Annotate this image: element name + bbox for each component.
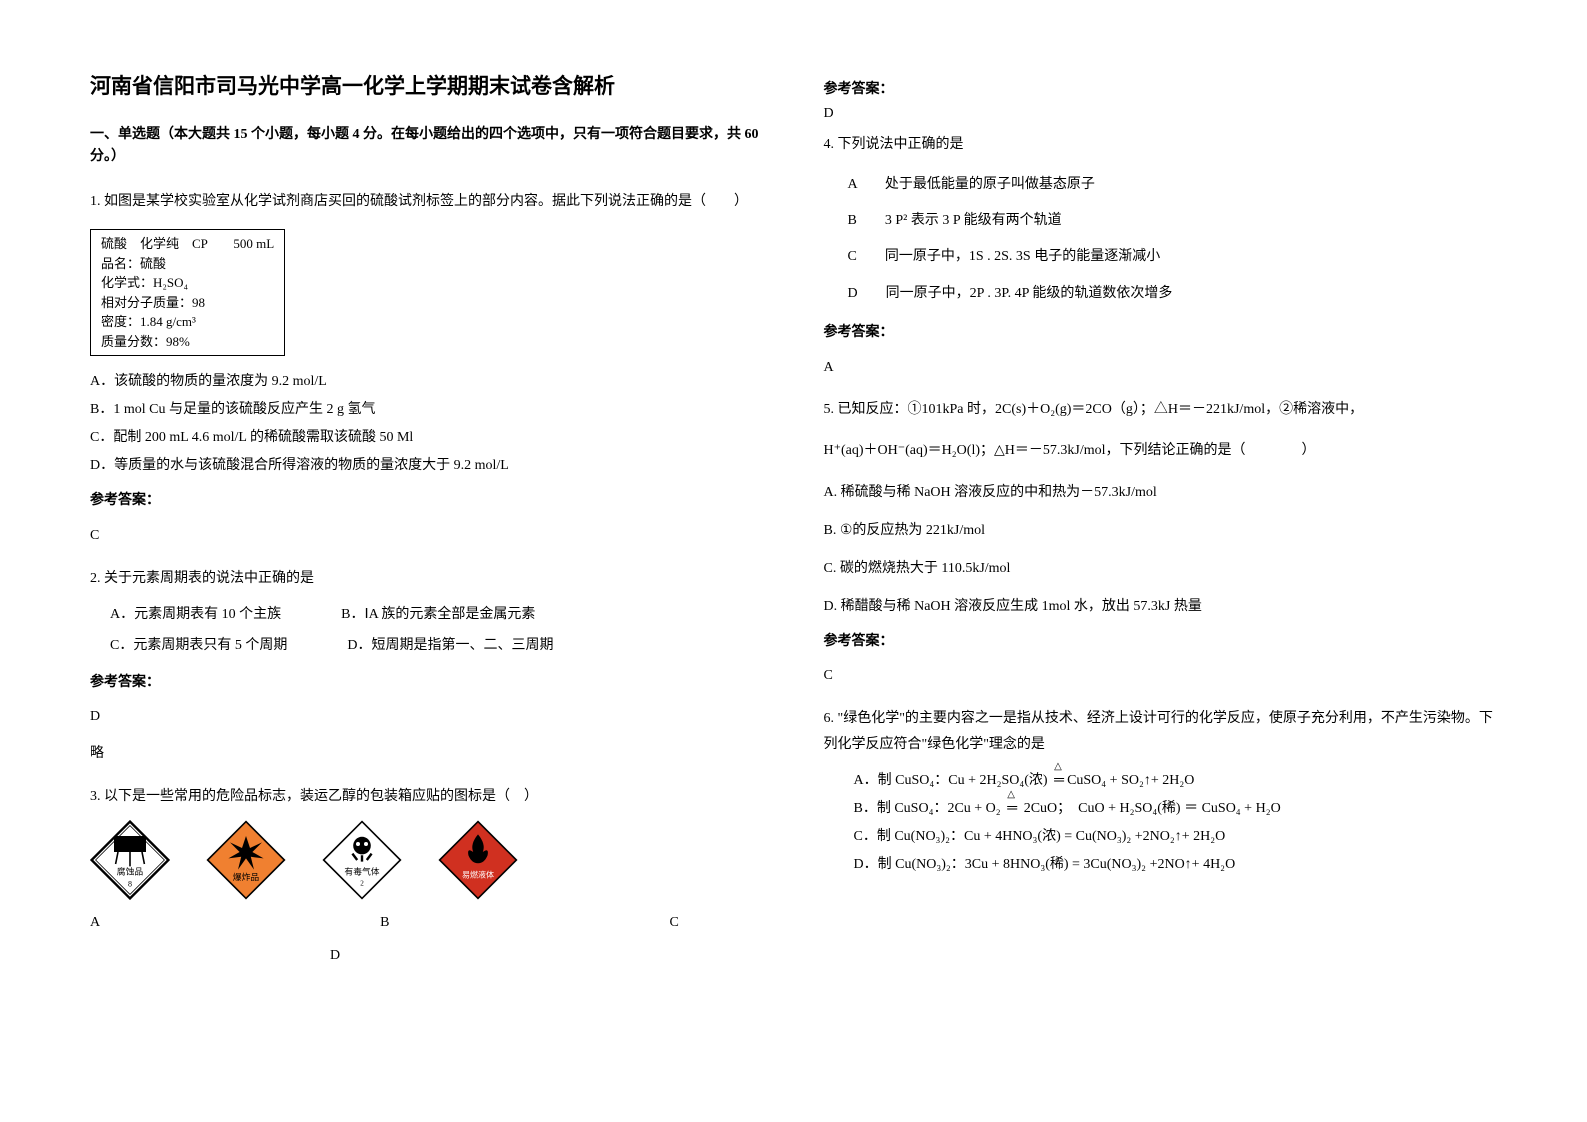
- q1-option-d: D．等质量的水与该硫酸混合所得溶液的物质的量浓度大于 9.2 mol/L: [90, 452, 764, 480]
- hazard-toxic-gas-icon: 有毒气体 2: [322, 820, 402, 900]
- q1-option-b: B．1 mol Cu 与足量的该硫酸反应产生 2 g 氢气: [90, 396, 764, 424]
- hazard-flammable-icon: 易燃液体: [438, 820, 518, 900]
- question-3: 3. 以下是一些常用的危险品标志，装运乙醇的包装箱应贴的图标是（ ） 腐蚀品 8: [90, 784, 764, 970]
- section-header: 一、单选题（本大题共 15 个小题，每小题 4 分。在每小题给出的四个选项中，只…: [90, 124, 764, 169]
- q6-option-d: D．制 Cu(NO₃)₂：3Cu + 8HNO₃(稀) = 3Cu(NO₃)₂ …: [854, 851, 1498, 879]
- box-line-5: 密度：1.84 g/cm³: [101, 312, 274, 332]
- q5-stem-2: H⁺(aq)＋OH⁻(aq)＝H₂O(l)；△H＝－57.3kJ/mol，下列结…: [824, 438, 1498, 465]
- q5-option-c: C. 碳的燃烧热大于 110.5kJ/mol: [824, 555, 1498, 583]
- svg-text:腐蚀品: 腐蚀品: [117, 866, 144, 877]
- q6-stem: 6. "绿色化学"的主要内容之一是指从技术、经济上设计可行的化学反应，使原子充分…: [824, 706, 1498, 759]
- right-column: 参考答案： D 4. 下列说法中正确的是 A 处于最低能量的原子叫做基态原子 B…: [824, 70, 1498, 985]
- q1-answer-label: 参考答案：: [90, 488, 764, 515]
- hazard-explosive-icon: 爆炸品: [206, 820, 286, 900]
- q5-answer: C: [824, 663, 1498, 690]
- q5-stem-1: 5. 已知反应：①101kPa 时，2C(s)＋O₂(g)＝2CO（g）；△H＝…: [824, 397, 1498, 424]
- q3-stem: 3. 以下是一些常用的危险品标志，装运乙醇的包装箱应贴的图标是（ ）: [90, 784, 764, 811]
- q2-option-b: B．ⅠA 族的元素全部是金属元素: [341, 600, 535, 631]
- q6-option-c: C．制 Cu(NO₃)₂：Cu + 4HNO₃(浓) = Cu(NO₃)₂ +2…: [854, 823, 1498, 851]
- q2-option-a: A．元素周期表有 10 个主族: [110, 600, 281, 631]
- box-line-2: 品名：硫酸: [101, 254, 274, 274]
- q3-letter-b: B: [380, 910, 389, 937]
- q4-option-a: A 处于最低能量的原子叫做基态原子: [848, 167, 1498, 203]
- box-line-4: 相对分子质量：98: [101, 293, 274, 313]
- q2-omit: 略: [90, 741, 764, 768]
- q4-stem: 4. 下列说法中正确的是: [824, 132, 1498, 159]
- q3-answer-label: 参考答案：: [824, 78, 1498, 98]
- hazard-icons-row: 腐蚀品 8 爆炸品: [90, 820, 764, 900]
- q3-letter-row: A B C: [90, 910, 764, 937]
- question-4: 4. 下列说法中正确的是 A 处于最低能量的原子叫做基态原子 B 3 P² 表示…: [824, 132, 1498, 381]
- box-line-3: 化学式：H₂SO₄: [101, 273, 274, 293]
- hazard-corrosive-icon: 腐蚀品 8: [90, 820, 170, 900]
- box-line-1: 硫酸 化学纯 CP 500 mL: [101, 234, 274, 254]
- q3-letter-c: C: [669, 910, 678, 937]
- q2-answer: D: [90, 704, 764, 731]
- q4-option-b: B 3 P² 表示 3 P 能级有两个轨道: [848, 203, 1498, 239]
- q4-answer-label: 参考答案：: [824, 320, 1498, 347]
- page: 河南省信阳市司马光中学高一化学上学期期末试卷含解析 一、单选题（本大题共 15 …: [0, 0, 1587, 1025]
- q4-answer: A: [824, 355, 1498, 382]
- box-line-6: 质量分数：98%: [101, 332, 274, 352]
- q2-option-c: C．元素周期表只有 5 个周期: [110, 631, 287, 662]
- q4-option-d: D 同一原子中，2P . 3P. 4P 能级的轨道数依次增多: [848, 276, 1498, 312]
- svg-text:易燃液体: 易燃液体: [462, 870, 494, 880]
- svg-text:2: 2: [360, 880, 364, 888]
- question-6: 6. "绿色化学"的主要内容之一是指从技术、经济上设计可行的化学反应，使原子充分…: [824, 706, 1498, 879]
- svg-text:爆炸品: 爆炸品: [233, 871, 260, 882]
- q3-letter-d: D: [330, 943, 764, 970]
- svg-text:8: 8: [128, 880, 132, 889]
- q6-option-b: B．制 CuSO₄：2Cu + O₂ △═ 2CuO； CuO + H₂SO₄(…: [854, 795, 1498, 823]
- q4-option-c: C 同一原子中，1S . 2S. 3S 电子的能量逐渐减小: [848, 239, 1498, 275]
- q6-option-a: A．制 CuSO₄：Cu + 2H₂SO₄(浓) △═CuSO₄ + SO₂↑+…: [854, 767, 1498, 795]
- q1-stem: 1. 如图是某学校实验室从化学试剂商店买回的硫酸试剂标签上的部分内容。据此下列说…: [90, 189, 764, 216]
- q5-option-a: A. 稀硫酸与稀 NaOH 溶液反应的中和热为－57.3kJ/mol: [824, 479, 1498, 507]
- question-5: 5. 已知反应：①101kPa 时，2C(s)＋O₂(g)＝2CO（g）；△H＝…: [824, 397, 1498, 689]
- q1-option-c: C．配制 200 mL 4.6 mol/L 的稀硫酸需取该硫酸 50 Ml: [90, 424, 764, 452]
- q5-option-d: D. 稀醋酸与稀 NaOH 溶液反应生成 1mol 水，放出 57.3kJ 热量: [824, 593, 1498, 621]
- q1-answer: C: [90, 523, 764, 550]
- q5-option-b: B. ①的反应热为 221kJ/mol: [824, 517, 1498, 545]
- q2-option-d: D．短周期是指第一、二、三周期: [347, 631, 553, 662]
- question-2: 2. 关于元素周期表的说法中正确的是 A．元素周期表有 10 个主族 B．ⅠA …: [90, 566, 764, 768]
- q5-answer-label: 参考答案：: [824, 629, 1498, 656]
- left-column: 河南省信阳市司马光中学高一化学上学期期末试卷含解析 一、单选题（本大题共 15 …: [90, 70, 764, 985]
- question-1: 1. 如图是某学校实验室从化学试剂商店买回的硫酸试剂标签上的部分内容。据此下列说…: [90, 189, 764, 550]
- q2-answer-label: 参考答案：: [90, 670, 764, 697]
- page-title: 河南省信阳市司马光中学高一化学上学期期末试卷含解析: [90, 70, 764, 100]
- q2-stem: 2. 关于元素周期表的说法中正确的是: [90, 566, 764, 593]
- q3-letter-a: A: [90, 910, 100, 937]
- reagent-label-box: 硫酸 化学纯 CP 500 mL 品名：硫酸 化学式：H₂SO₄ 相对分子质量：…: [90, 229, 285, 356]
- q1-option-a: A．该硫酸的物质的量浓度为 9.2 mol/L: [90, 368, 764, 396]
- q3-answer: D: [824, 106, 1498, 122]
- svg-text:有毒气体: 有毒气体: [344, 866, 379, 877]
